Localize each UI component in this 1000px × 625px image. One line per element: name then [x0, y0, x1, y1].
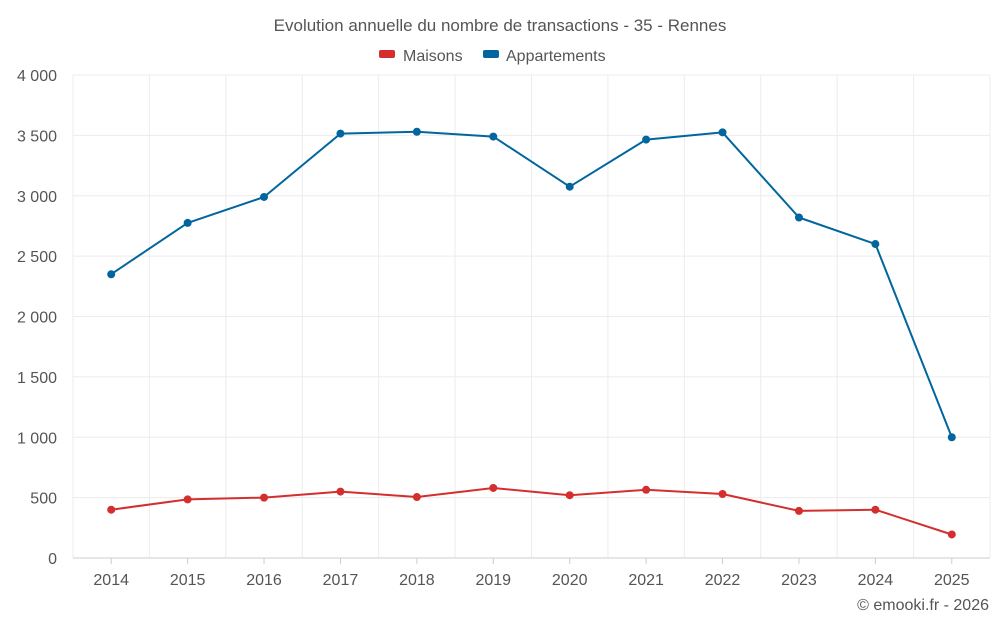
y-axis-ticks: 0 500 1 000 1 500 2 000 2 500 3 000 3 500 4 000	[17, 68, 57, 568]
data-point-appartements[interactable]	[412, 127, 421, 136]
data-point-maisons[interactable]	[565, 491, 574, 500]
x-tick-label: 2018	[399, 572, 435, 589]
y-tick-label: 0	[48, 551, 57, 568]
series-line-maisons	[111, 487, 953, 536]
y-tick-label: 1 500	[17, 370, 57, 387]
x-axis-ticks: 2014 2015 2016 2017 2018 2019 2020 2021 2022 2023…	[93, 558, 970, 589]
legend-label-appartements: Appartements	[506, 48, 606, 65]
data-point-maisons[interactable]	[107, 505, 116, 514]
data-point-appartements[interactable]	[565, 182, 574, 191]
data-point-appartements[interactable]	[642, 135, 651, 144]
legend-label-maisons: Maisons	[403, 48, 463, 65]
data-point-appartements[interactable]	[794, 213, 803, 222]
data-point-maisons[interactable]	[947, 530, 956, 539]
data-point-maisons[interactable]	[260, 493, 269, 502]
x-tick-label: 2022	[705, 572, 741, 589]
x-tick-label: 2019	[475, 572, 511, 589]
data-point-maisons[interactable]	[412, 493, 421, 502]
data-point-maisons[interactable]	[336, 487, 345, 496]
y-tick-label: 1 000	[17, 430, 57, 447]
data-point-maisons[interactable]	[489, 483, 498, 492]
x-tick-label: 2015	[170, 572, 206, 589]
y-tick-label: 3 000	[17, 189, 57, 206]
data-point-appartements[interactable]	[947, 433, 956, 442]
x-tick-label: 2024	[858, 572, 894, 589]
data-point-appartements[interactable]	[489, 132, 498, 141]
legend-swatch-appartements	[483, 50, 499, 58]
x-tick-label: 2014	[93, 572, 129, 589]
x-tick-label: 2021	[628, 572, 664, 589]
data-point-maisons[interactable]	[183, 495, 192, 504]
data-point-maisons[interactable]	[642, 485, 651, 494]
data-point-appartements[interactable]	[871, 240, 880, 249]
data-point-appartements[interactable]	[107, 270, 116, 279]
legend-item-appartements[interactable]: Appartements	[483, 48, 606, 65]
y-tick-label: 500	[30, 491, 57, 508]
credit-text: © emooki.fr - 2026	[857, 597, 989, 614]
data-point-maisons[interactable]	[794, 506, 803, 515]
data-point-appartements[interactable]	[260, 192, 269, 201]
series-line-appartements	[110, 130, 953, 438]
x-tick-label: 2020	[552, 572, 588, 589]
data-point-appartements[interactable]	[183, 218, 192, 227]
chart-title: Evolution annuelle du nombre de transact…	[274, 16, 727, 35]
series-layer	[107, 127, 956, 539]
y-tick-label: 3 500	[17, 128, 57, 145]
x-gridlines	[72, 75, 991, 558]
x-tick-label: 2016	[246, 572, 282, 589]
y-tick-label: 2 500	[17, 249, 57, 266]
x-tick-label: 2017	[323, 572, 359, 589]
data-point-maisons[interactable]	[871, 505, 880, 514]
legend-item-maisons[interactable]: Maisons	[379, 48, 463, 65]
x-tick-label: 2025	[934, 572, 970, 589]
data-point-appartements[interactable]	[718, 128, 727, 137]
series-appartements	[107, 127, 956, 442]
legend-swatch-maisons	[379, 50, 395, 58]
data-point-appartements[interactable]	[336, 129, 345, 138]
data-point-maisons[interactable]	[718, 490, 727, 499]
series-maisons	[107, 483, 956, 539]
y-tick-label: 2 000	[17, 310, 57, 327]
y-tick-label: 4 000	[17, 68, 57, 85]
legend: Maisons Appartements	[379, 48, 606, 65]
x-tick-label: 2023	[781, 572, 817, 589]
